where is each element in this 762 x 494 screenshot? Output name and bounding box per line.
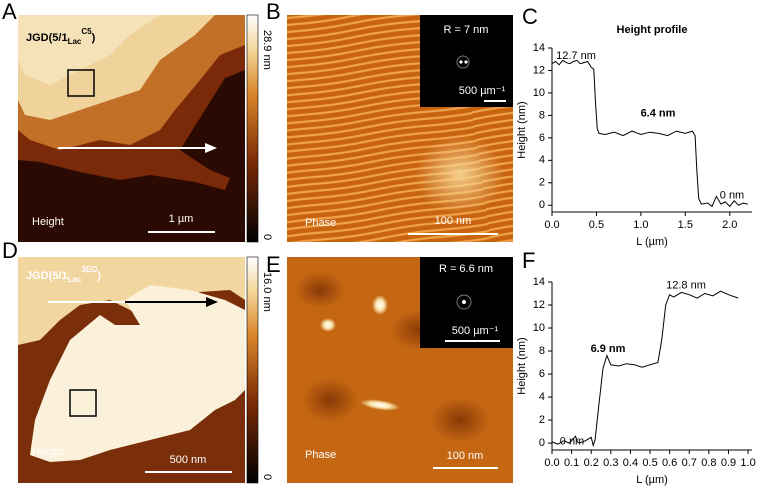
panel-letter: A (2, 0, 17, 24)
annotation: 0 nm (720, 190, 744, 202)
fft-spot (464, 60, 468, 64)
y-tick-label: 2 (539, 414, 545, 426)
scale-label: 500 nm (170, 454, 207, 466)
scale-label: 100 nm (435, 215, 472, 227)
y-tick-label: 10 (533, 87, 545, 99)
panel-a: A JGD(5/1LacC5) Height 1 µm 28.9 nm 0 (2, 0, 273, 243)
inset-scale: 500 µm⁻¹ (452, 325, 499, 337)
x-tick-label: 1.5 (678, 219, 693, 231)
x-tick-label: 0.7 (682, 457, 697, 469)
y-tick-label: 0 (539, 437, 545, 449)
x-axis-label: L (µm) (636, 474, 668, 486)
annotation: 6.9 nm (591, 343, 626, 355)
arrow-head (205, 143, 217, 153)
colorbar (246, 256, 259, 484)
x-tick-label: 0.3 (603, 457, 618, 469)
annotation: 0 nm (560, 436, 584, 448)
annotation: 6.4 nm (641, 108, 676, 120)
y-tick-label: 2 (539, 177, 545, 189)
mode-label: Height (32, 446, 64, 458)
y-tick-label: 4 (539, 391, 545, 403)
fft-spot (462, 300, 466, 304)
x-tick-label: 0.0 (544, 219, 559, 231)
x-tick-label: 0.9 (721, 457, 736, 469)
scale-label: 100 nm (447, 450, 484, 462)
y-tick-label: 12 (533, 299, 545, 311)
profile-line (551, 59, 748, 208)
y-tick-label: 12 (533, 64, 545, 76)
x-tick-label: 0.5 (642, 457, 657, 469)
profile-line (551, 290, 739, 448)
axis-frame (551, 48, 752, 213)
terrace (18, 15, 160, 85)
colorbar (246, 14, 259, 243)
x-tick-label: 2.0 (722, 219, 737, 231)
fft-inset (420, 257, 513, 348)
fft-ring (456, 294, 472, 310)
x-tick-label: 1.0 (633, 219, 648, 231)
colorbar-max: 28.9 nm (261, 30, 273, 70)
y-tick-label: 6 (539, 132, 545, 144)
x-tick-label: 0.0 (544, 457, 559, 469)
x-tick-label: 0.1 (564, 457, 579, 469)
y-tick-label: 0 (539, 199, 545, 211)
arrow-head (206, 297, 218, 307)
y-tick-label: 6 (539, 368, 545, 380)
sample-title: JGD(5/1LacC5) (26, 27, 96, 46)
axis-frame (551, 282, 752, 451)
sheet (30, 285, 245, 462)
fft-ring (456, 55, 470, 69)
y-tick-label: 10 (533, 322, 545, 334)
texture (430, 398, 490, 442)
particle (360, 399, 400, 411)
panel-letter: C (522, 4, 538, 29)
y-tick-label: 14 (533, 276, 545, 288)
panel-letter: E (266, 252, 281, 277)
mode-label: Phase (305, 217, 336, 229)
x-tick-label: 1.0 (740, 457, 755, 469)
x-tick-label: 0.6 (662, 457, 677, 469)
region-box (67, 69, 95, 97)
x-tick-label: 0.4 (623, 457, 638, 469)
y-tick-label: 14 (533, 42, 545, 54)
y-tick-label: 8 (539, 109, 545, 121)
texture (302, 378, 358, 422)
bright-region (415, 135, 505, 215)
panel-d: D JGD(5/1Lac3EO) Height 500 nm 16.0 nm 0 (2, 238, 273, 484)
scale-label: 1 µm (169, 213, 194, 225)
panel-letter: B (266, 0, 281, 24)
panel-b: B R = 7 nm 500 µm⁻¹ Phase 100 nm (266, 0, 513, 242)
inset-label: R = 6.6 nm (439, 263, 493, 275)
inset-scale: 500 µm⁻¹ (459, 85, 506, 97)
panel-letter: F (522, 248, 535, 273)
region-box (69, 389, 97, 417)
x-tick-label: 0.8 (701, 457, 716, 469)
colorbar-min: 0 (261, 474, 273, 480)
x-axis-label: L (µm) (636, 236, 668, 248)
inset-label: R = 7 nm (444, 24, 489, 36)
mode-label: Height (32, 216, 64, 228)
x-tick-label: 0.5 (589, 219, 604, 231)
annotation: 12.7 nm (556, 50, 596, 62)
y-tick-label: 8 (539, 345, 545, 357)
colorbar-min: 0 (261, 234, 273, 240)
y-axis-label: Height (nm) (516, 337, 528, 394)
panel-letter: D (2, 238, 18, 263)
panel-e: E R = 6.6 nm 500 µm⁻¹ Phase 100 nm (266, 252, 513, 483)
particle (320, 318, 336, 332)
y-tick-label: 4 (539, 154, 545, 166)
colorbar-max: 16.0 nm (261, 272, 273, 312)
chart-title: Height profile (617, 24, 688, 36)
annotation: 12.8 nm (666, 279, 706, 291)
texture (295, 272, 345, 308)
x-tick-label: 0.2 (584, 457, 599, 469)
fft-spot (459, 60, 463, 64)
sample-title: JGD(5/1Lac3EO) (26, 265, 101, 284)
charts: C Height profile 0 2 4 6 8 10 12 14 0.0 0.5 1.0 1.5 2.… (516, 4, 756, 486)
mode-label: Phase (305, 449, 336, 461)
particle (372, 295, 388, 315)
y-axis-label: Height (nm) (516, 101, 528, 158)
